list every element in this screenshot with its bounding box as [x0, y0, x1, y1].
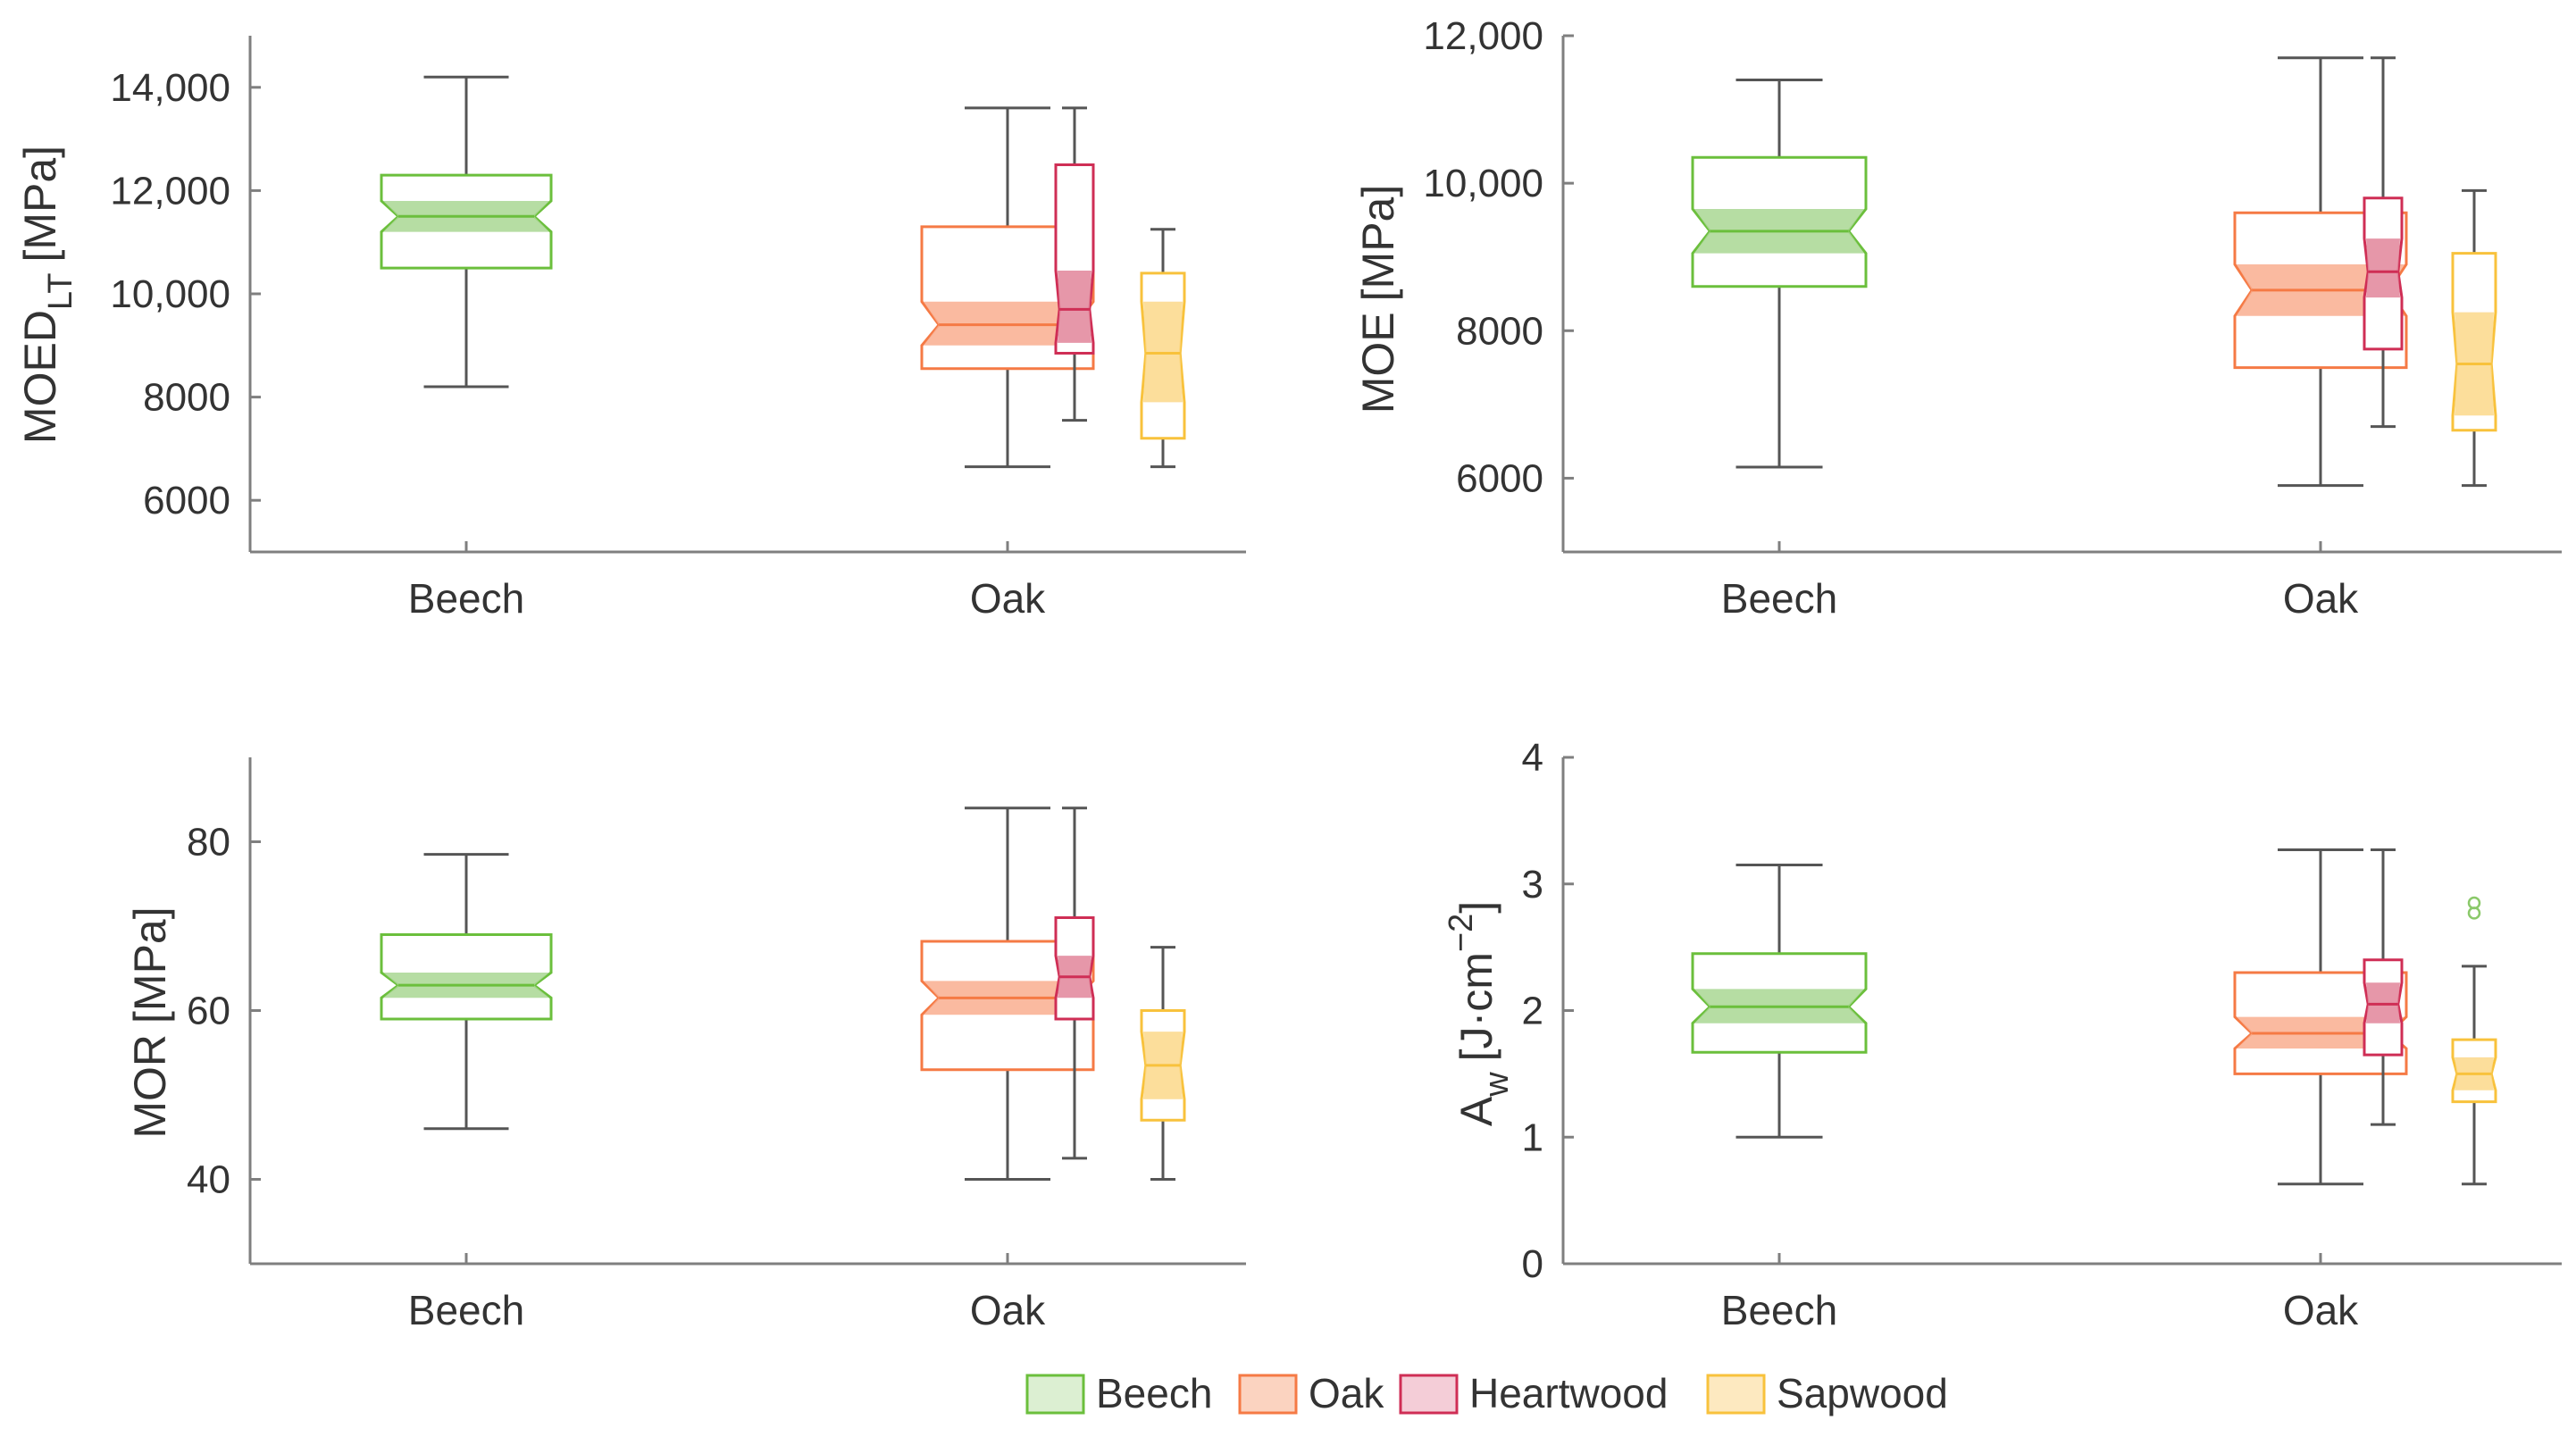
panel-aw: 0 1 2 3 4 Beech Oak Aw [J·cm−2] [1443, 736, 2562, 1333]
y-tick-label: 8000 [1456, 309, 1543, 353]
y-tick-label: 4 [1522, 736, 1543, 780]
y-tick-label: 6000 [1456, 456, 1543, 500]
y-axis-label-unit: [MPa] [15, 146, 65, 263]
outlier-point [2467, 896, 2481, 910]
y-tick-label: 3 [1522, 863, 1543, 906]
box-beech [380, 75, 553, 388]
panel-moe: 6000 8000 10,000 12,000 Beech Oak MOE [MPa] [1353, 14, 2562, 622]
box-oak [920, 806, 1095, 1181]
y-tick-label: 8000 [143, 376, 230, 420]
legend-label-oak: Oak [1309, 1370, 1384, 1416]
y-axis-label-main: A [1451, 1096, 1501, 1126]
y-axis-label: MOR [MPa] [125, 906, 175, 1138]
y-axis-label-unit: [MPa] [1353, 185, 1403, 302]
legend-label-heartwood: Heartwood [1469, 1370, 1668, 1416]
box-beech [1691, 79, 1868, 469]
y-axis-label-superscript: −2 [1443, 914, 1480, 952]
y-tick-label: 80 [187, 821, 230, 865]
y-axis-label-unit: [MPa] [125, 906, 175, 1023]
legend-swatch-beech [1025, 1374, 1085, 1415]
y-axis-label: MOE [MPa] [1353, 185, 1403, 414]
box-sapwood [2451, 188, 2497, 488]
box-sapwood [2451, 896, 2497, 1186]
y-axis-label-subscript: w [1478, 1072, 1516, 1098]
y-tick-label: 40 [187, 1158, 230, 1202]
y-tick-label: 6000 [143, 479, 230, 522]
y-tick-label: 60 [187, 990, 230, 1033]
legend-label-sapwood: Sapwood [1777, 1370, 1948, 1416]
x-tick-label-oak: Oak [2283, 1287, 2359, 1333]
y-tick-label: 14,000 [110, 66, 230, 110]
notch-band [2366, 238, 2400, 298]
box-beech [380, 853, 553, 1131]
legend-swatch-heartwood [1399, 1374, 1459, 1415]
box-heartwood [1054, 806, 1095, 1160]
box-heartwood [2363, 56, 2404, 429]
x-tick-label-beech: Beech [1721, 1287, 1837, 1333]
x-tick-label-oak: Oak [2283, 575, 2359, 622]
box-heartwood [1054, 106, 1095, 422]
y-tick-label: 2 [1522, 990, 1543, 1033]
y-axis-label-subscript: LT [42, 273, 79, 311]
panel-moed: 6000 8000 10,000 12,000 14,000 Beech Oak MOEDLT… [15, 36, 1246, 622]
legend-label-beech: Beech [1096, 1370, 1212, 1416]
x-tick-label-oak: Oak [970, 1287, 1046, 1333]
y-axis-label-main: MOED [15, 310, 65, 444]
box-heartwood [2363, 848, 2404, 1126]
y-tick-label: 10,000 [1423, 162, 1543, 205]
y-tick-label: 12,000 [1423, 14, 1543, 58]
y-tick-label: 10,000 [110, 272, 230, 316]
notch-band [1058, 271, 1091, 343]
y-axis-label-unit: [J·cm [1451, 952, 1501, 1061]
x-tick-label-beech: Beech [408, 1287, 524, 1333]
legend: Beech Oak Heartwood Sapwood [1025, 1370, 1948, 1416]
box-sapwood [1140, 228, 1186, 469]
box-oak [920, 106, 1095, 469]
x-tick-label-beech: Beech [408, 575, 524, 622]
y-tick-label: 12,000 [110, 169, 230, 213]
x-tick-label-beech: Beech [1721, 575, 1837, 622]
box-beech [1691, 863, 1868, 1139]
legend-swatch-sapwood [1706, 1374, 1766, 1415]
box-oak [2233, 56, 2408, 488]
box-sapwood [1140, 946, 1186, 1181]
panel-mor: 40 60 80 Beech Oak MOR [MPa] [125, 757, 1246, 1333]
y-axis-label-end: ] [1451, 901, 1501, 914]
y-tick-label: 0 [1522, 1242, 1543, 1286]
legend-swatch-oak [1238, 1374, 1298, 1415]
y-axis-label: MOEDLT [MPa] [15, 146, 79, 444]
y-axis-label-main: MOR [125, 1034, 175, 1139]
y-tick-label: 1 [1522, 1115, 1543, 1159]
y-axis-label-main: MOE [1353, 312, 1403, 414]
y-axis-label: Aw [J·cm−2] [1443, 901, 1516, 1126]
x-tick-label-oak: Oak [970, 575, 1046, 622]
